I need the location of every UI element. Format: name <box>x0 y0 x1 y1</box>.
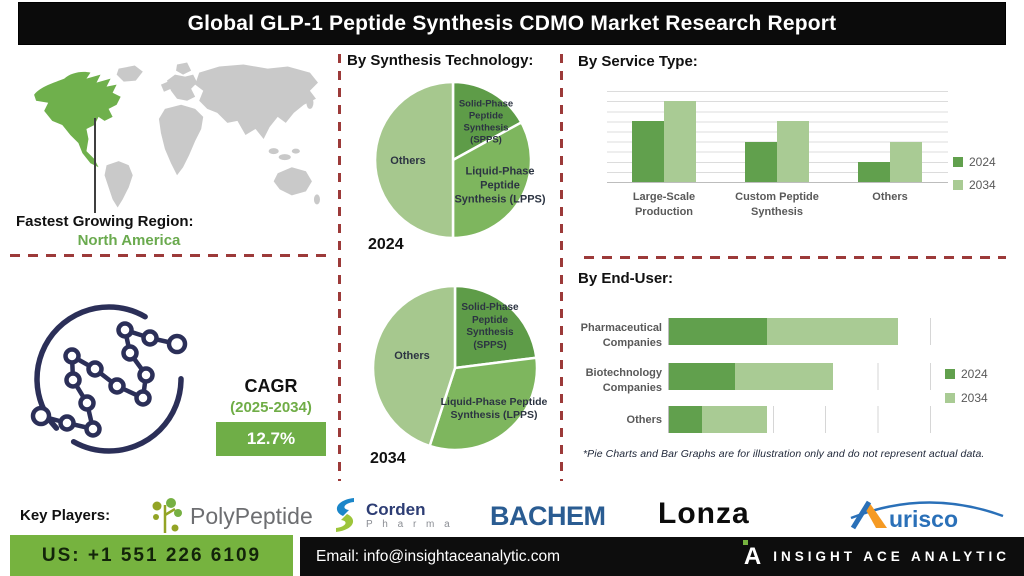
logo-lonza: Lonza <box>658 497 750 530</box>
enduser-bar-others <box>668 406 931 433</box>
polypeptide-icon <box>152 498 182 533</box>
cagr-period: (2025-2034) <box>230 399 312 416</box>
pie-chart-2034 <box>371 284 539 452</box>
world-map <box>34 62 320 208</box>
service-bar-2034 <box>664 101 696 182</box>
page-title: Global GLP-1 Peptide Synthesis CDMO Mark… <box>187 11 837 35</box>
pie-2034-others-label: Others <box>394 350 430 363</box>
key-players-label: Key Players: <box>20 507 111 524</box>
enduser-segment-2034 <box>734 363 833 390</box>
service-category-2: Custom Peptide Synthesis <box>735 191 819 218</box>
legend-swatch-2024 <box>945 369 955 379</box>
service-bar-2024 <box>858 161 890 182</box>
email-banner: Email: info@insightaceanalytic.com A INS… <box>300 537 1024 576</box>
divider-horizontal-left <box>10 254 328 257</box>
peptide-chain-icon <box>30 304 188 454</box>
enduser-bar-pharma <box>668 318 931 345</box>
email-address: Email: info@insightaceanalytic.com <box>316 547 561 565</box>
logo-polypeptide: PolyPeptide <box>150 497 313 535</box>
section-title-synthesis: By Synthesis Technology: <box>347 52 534 69</box>
enduser-category-3: Others <box>626 414 662 426</box>
pie-2024-caption: 2024 <box>368 236 404 253</box>
divider-vertical-left <box>338 54 341 481</box>
cagr-block: CAGR (2025-2034) 12.7% <box>216 376 326 456</box>
enduser-legend-2034: 2034 <box>945 391 988 405</box>
divider-horizontal-right <box>584 256 1006 259</box>
legend-label-2034: 2034 <box>961 391 988 405</box>
legend-label-2024: 2024 <box>969 155 996 169</box>
pie-2034-spps-label: Solid-Phase Peptide Synthesis (SPPS) <box>461 302 519 351</box>
enduser-segment-2024 <box>669 318 768 345</box>
service-bar-group <box>632 101 696 182</box>
service-category-3: Others <box>872 191 908 203</box>
service-legend-2024: 2024 <box>953 155 996 169</box>
section-title-enduser: By End-User: <box>578 270 674 287</box>
corden-wordmark: Corden <box>366 499 426 519</box>
pie-2034-caption: 2034 <box>370 450 406 467</box>
enduser-segment-2024 <box>669 363 735 390</box>
insightace-wordmark: INSIGHT ACE ANALYTIC <box>773 549 1010 564</box>
corden-sub-wordmark: P h a r m a <box>366 518 454 530</box>
service-bar-group <box>858 141 922 182</box>
aurisco-wordmark: urisco <box>889 506 958 532</box>
enduser-legend-2024: 2024 <box>945 367 988 381</box>
legend-swatch-2024 <box>953 157 963 167</box>
insightace-logo: A INSIGHT ACE ANALYTIC <box>742 539 1010 569</box>
phone-number: US: +1 551 226 6109 <box>41 544 262 566</box>
logo-bachem: BACHEM <box>490 501 606 531</box>
legend-swatch-2034 <box>945 393 955 403</box>
enduser-segment-2034 <box>767 318 899 345</box>
fastest-growing-region-label: Fastest Growing Region: <box>16 213 194 230</box>
service-bar-group <box>745 121 809 182</box>
service-bar-2024 <box>745 141 777 182</box>
service-bar-2024 <box>632 121 664 182</box>
insightace-icon-dot <box>742 539 748 545</box>
legend-label-2024: 2024 <box>961 367 988 381</box>
service-category-1: Large-Scale Production <box>632 191 696 218</box>
divider-vertical-right <box>560 54 563 481</box>
service-type-bar-chart <box>607 91 948 183</box>
map-pointer-line <box>94 118 96 213</box>
enduser-bar-biotech <box>668 363 931 390</box>
cagr-label: CAGR <box>244 376 298 396</box>
pie-2024-lpps-label: Liquid-Phase Peptide Synthesis (LPPS) <box>454 165 546 205</box>
corden-pharma-icon <box>336 498 354 532</box>
map-continents <box>104 62 320 208</box>
service-bar-2034 <box>890 141 922 182</box>
fastest-growing-region-value: North America <box>77 232 181 249</box>
service-bar-2034 <box>777 121 809 182</box>
logo-corden-pharma: Corden P h a r m a <box>330 497 453 533</box>
map-north-america-highlight <box>34 71 121 168</box>
enduser-segment-2024 <box>669 406 702 433</box>
enduser-category-1: Pharmaceutical Companies <box>580 322 662 349</box>
pie-2024-spps-label: Solid-Phase Peptide Synthesis (SPPS) <box>458 98 514 145</box>
pie-2034-lpps-label: Liquid-Phase Peptide Synthesis (LPPS) <box>440 395 548 421</box>
title-bar: Global GLP-1 Peptide Synthesis CDMO Mark… <box>18 2 1006 45</box>
phone-banner: US: +1 551 226 6109 <box>10 535 293 576</box>
disclaimer-footnote: *Pie Charts and Bar Graphs are for illus… <box>583 448 985 460</box>
logo-aurisco: urisco <box>845 496 1009 541</box>
legend-label-2034: 2034 <box>969 178 996 192</box>
section-title-service: By Service Type: <box>578 53 698 70</box>
insightace-icon: A <box>742 539 761 569</box>
enduser-category-2: Biotechnology Companies <box>585 367 662 394</box>
service-legend-2034: 2034 <box>953 178 996 192</box>
cagr-value-badge: 12.7% <box>216 422 326 456</box>
legend-swatch-2034 <box>953 180 963 190</box>
enduser-segment-2034 <box>701 406 768 433</box>
pie-chart-2024 <box>373 80 533 240</box>
polypeptide-wordmark: PolyPeptide <box>190 502 313 529</box>
aurisco-icon: urisco <box>850 500 1004 532</box>
pie-2024-others-label: Others <box>390 155 426 168</box>
